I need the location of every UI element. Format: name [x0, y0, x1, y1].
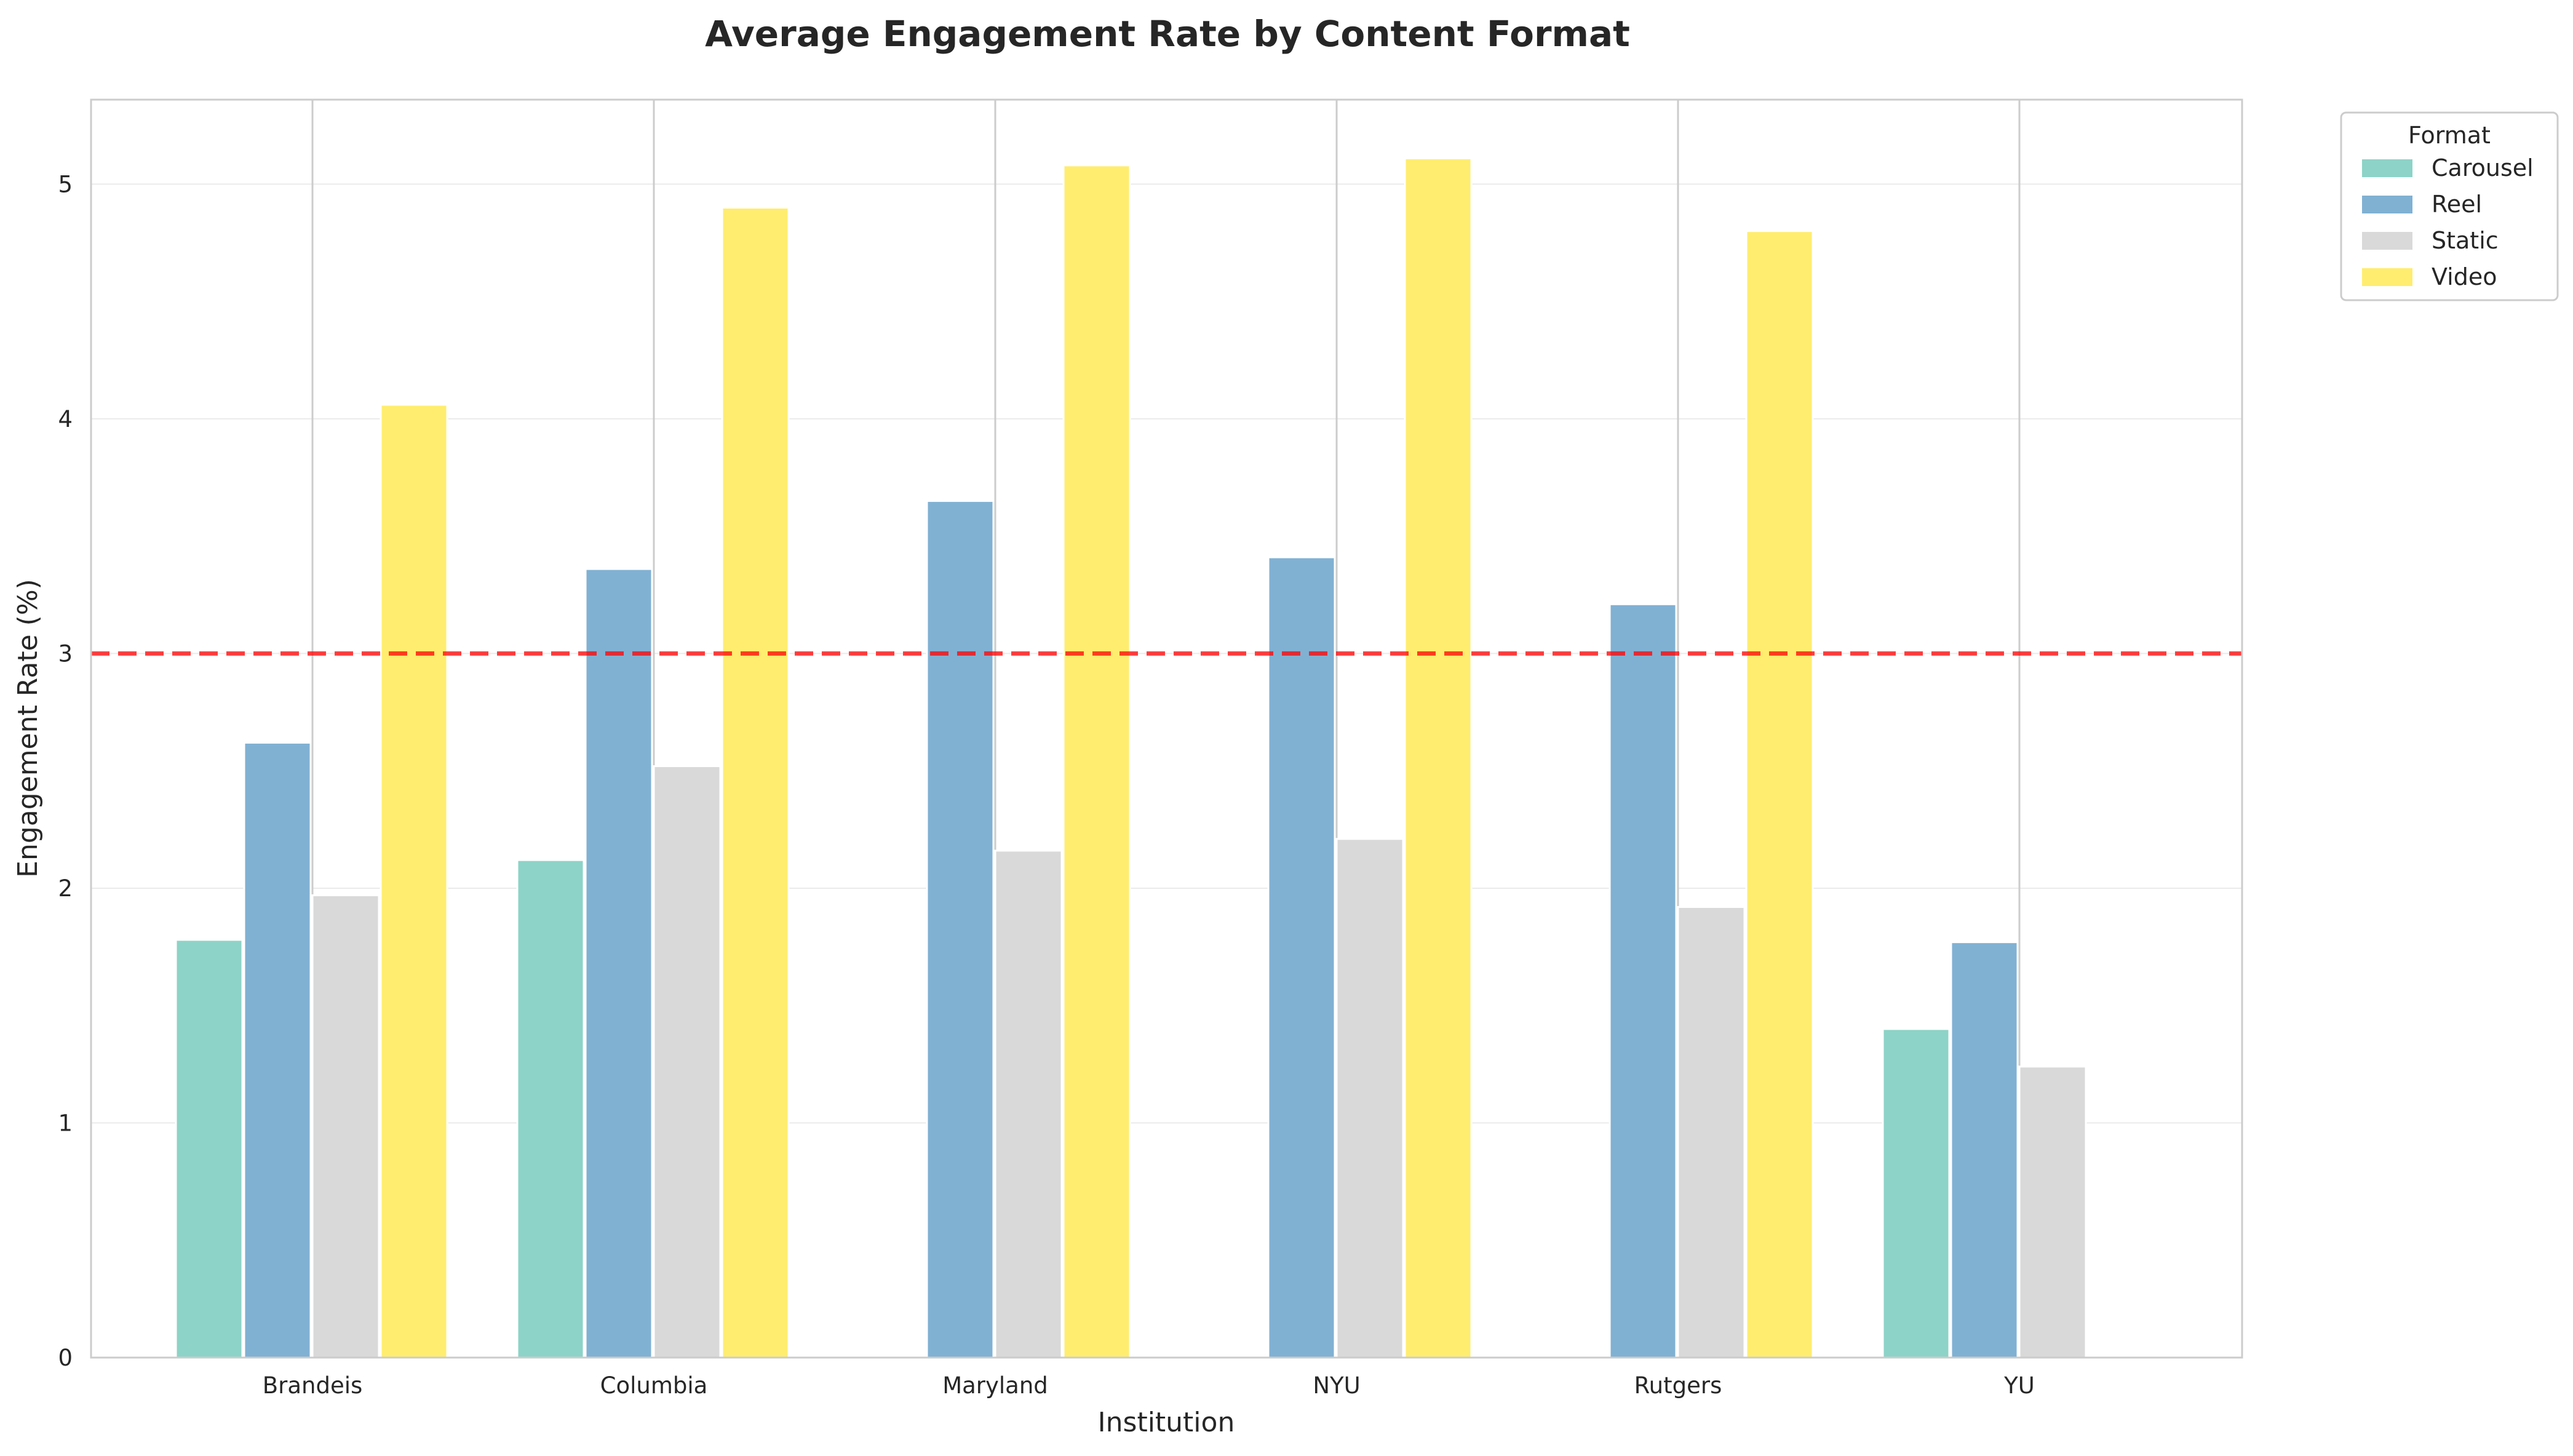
bar-video-brandeis	[380, 404, 448, 1359]
bars	[175, 157, 2087, 1359]
bar-carousel-brandeis	[175, 939, 244, 1359]
y-tick-label: 3	[58, 640, 73, 667]
bar-static-brandeis	[311, 894, 380, 1359]
legend-title: Format	[2408, 122, 2491, 149]
legend-swatch-static	[2362, 232, 2412, 250]
bar-carousel-columbia	[516, 859, 585, 1359]
x-tick-label: Maryland	[942, 1372, 1048, 1399]
x-axis-label: Institution	[1098, 1407, 1235, 1438]
bar-static-yu	[2018, 1065, 2087, 1359]
bar-static-columbia	[653, 765, 722, 1359]
bar-static-maryland	[994, 849, 1063, 1359]
bar-video-nyu	[1404, 157, 1473, 1359]
legend-label-video: Video	[2432, 263, 2497, 290]
bar-video-rutgers	[1745, 230, 1814, 1359]
legend-swatch-carousel	[2362, 159, 2412, 177]
legend-label-carousel: Carousel	[2432, 154, 2534, 181]
bar-reel-yu	[1950, 941, 2019, 1359]
bar-reel-maryland	[926, 499, 995, 1359]
chart-title: Average Engagement Rate by Content Forma…	[705, 13, 1630, 55]
legend-label-reel: Reel	[2432, 191, 2482, 218]
bar-reel-rutgers	[1609, 603, 1677, 1359]
bar-reel-columbia	[584, 568, 653, 1359]
legend-swatch-video	[2362, 268, 2412, 286]
y-tick-label: 4	[58, 406, 73, 432]
bar-carousel-yu	[1882, 1028, 1951, 1359]
y-tick-label: 5	[58, 171, 73, 197]
bar-reel-brandeis	[243, 741, 312, 1359]
x-tick-label: Columbia	[600, 1372, 708, 1399]
y-axis-label: Engagement Rate (%)	[12, 579, 44, 878]
plot-frame	[90, 98, 2243, 1359]
legend: Format Carousel Reel Static Video	[2340, 111, 2559, 301]
bar-static-rutgers	[1677, 905, 1746, 1359]
bar-static-nyu	[1335, 838, 1404, 1359]
x-tick-label: Brandeis	[263, 1372, 363, 1399]
y-tick-label: 2	[58, 875, 73, 902]
bar-video-maryland	[1062, 164, 1131, 1359]
x-tick-label: NYU	[1313, 1372, 1360, 1399]
legend-swatch-reel	[2362, 196, 2412, 213]
y-tick-label: 1	[58, 1110, 73, 1136]
bar-video-columbia	[721, 207, 790, 1359]
bar-reel-nyu	[1267, 556, 1336, 1359]
x-tick-label: YU	[2003, 1372, 2035, 1399]
legend-items: Carousel Reel Static Video	[2362, 154, 2534, 290]
y-axis-ticks: 0 1 2 3 4 5	[58, 171, 73, 1371]
y-tick-label: 0	[58, 1345, 73, 1371]
x-axis-ticks: Brandeis Columbia Maryland NYU Rutgers YU	[263, 1372, 2035, 1399]
x-tick-label: Rutgers	[1634, 1372, 1722, 1399]
legend-label-static: Static	[2432, 227, 2499, 254]
